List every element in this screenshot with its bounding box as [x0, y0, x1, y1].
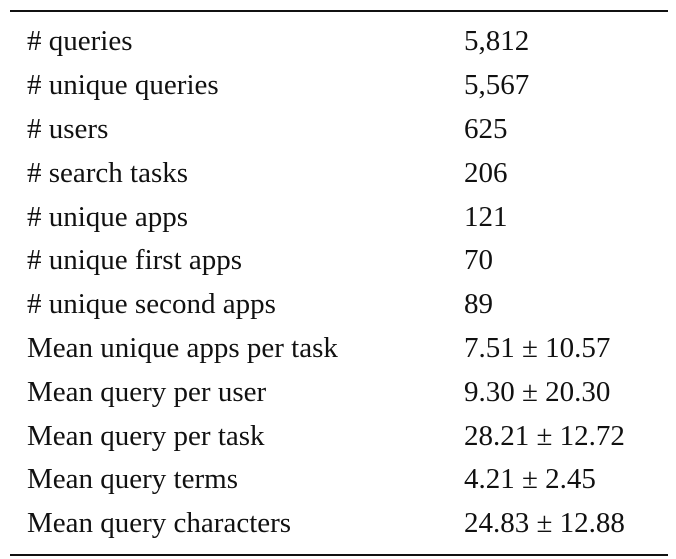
- table-row: Mean query terms 4.21 ± 2.45: [10, 458, 668, 502]
- row-value: 70: [464, 244, 493, 277]
- row-label: Mean query per task: [27, 419, 265, 452]
- table-row: Mean query characters 24.83 ± 12.88: [10, 502, 668, 555]
- row-value: 121: [464, 200, 508, 233]
- statistics-table-body: # queries 5,812 # unique queries 5,567 #…: [10, 11, 668, 555]
- row-value: 28.21 ± 12.72: [464, 419, 625, 452]
- table-row: # unique queries 5,567: [10, 64, 668, 108]
- row-value: 206: [464, 156, 508, 189]
- row-value: 24.83 ± 12.88: [464, 507, 625, 540]
- row-value: 89: [464, 288, 493, 321]
- row-value: 5,812: [464, 25, 530, 58]
- statistics-table: # queries 5,812 # unique queries 5,567 #…: [10, 10, 668, 556]
- table-row: Mean query per task 28.21 ± 12.72: [10, 414, 668, 458]
- row-label: # unique queries: [27, 69, 219, 102]
- table-row: # users 625: [10, 108, 668, 152]
- row-value: 5,567: [464, 69, 530, 102]
- table-row: # search tasks 206: [10, 151, 668, 195]
- table-row: Mean query per user 9.30 ± 20.30: [10, 370, 668, 414]
- table-row: # unique first apps 70: [10, 239, 668, 283]
- row-value: 7.51 ± 10.57: [464, 331, 611, 364]
- row-label: # users: [27, 112, 109, 145]
- row-label: # unique second apps: [27, 288, 276, 321]
- table-row: Mean unique apps per task 7.51 ± 10.57: [10, 327, 668, 371]
- row-label: Mean query characters: [27, 507, 292, 540]
- row-label: # unique apps: [27, 200, 189, 233]
- table-row: # unique apps 121: [10, 195, 668, 239]
- row-label: # unique first apps: [27, 244, 243, 277]
- row-label: # queries: [27, 25, 133, 58]
- row-value: 9.30 ± 20.30: [464, 375, 611, 408]
- row-label: Mean unique apps per task: [27, 331, 338, 364]
- row-value: 625: [464, 112, 508, 145]
- row-value: 4.21 ± 2.45: [464, 463, 596, 496]
- table-row: # unique second apps 89: [10, 283, 668, 327]
- table-row: # queries 5,812: [10, 11, 668, 64]
- row-label: Mean query per user: [27, 375, 267, 408]
- row-label: # search tasks: [27, 156, 189, 189]
- row-label: Mean query terms: [27, 463, 238, 496]
